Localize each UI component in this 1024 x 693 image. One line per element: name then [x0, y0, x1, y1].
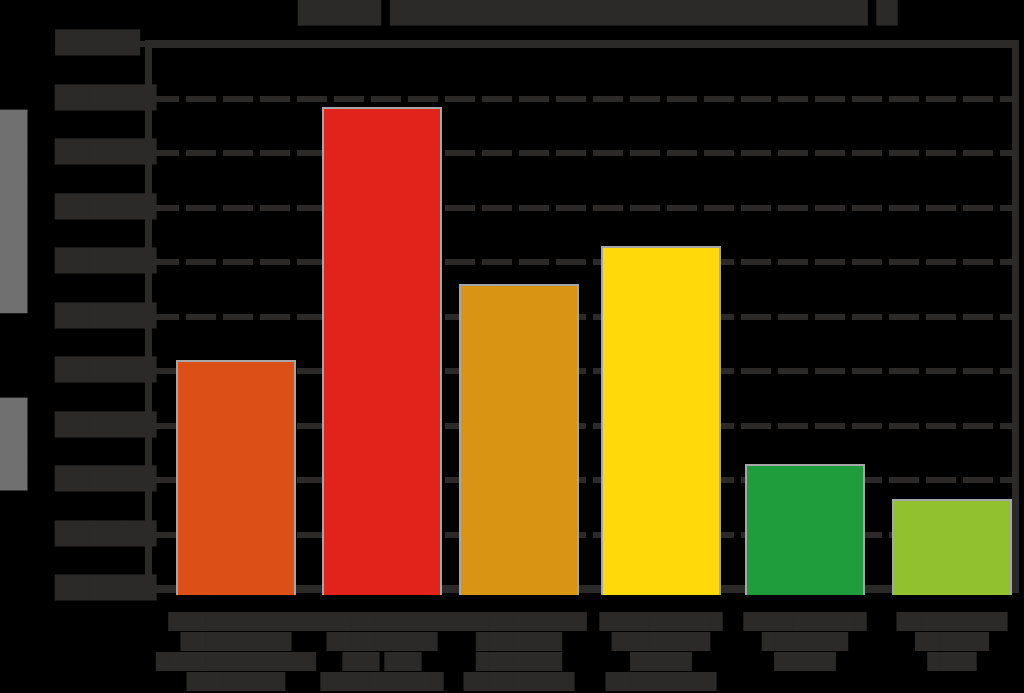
y-tick: [130, 259, 146, 265]
x-tick-label: █████████ ██████ ████: [872, 612, 1024, 672]
bar-category-2: [322, 106, 442, 595]
x-tick-label-line: █████: [774, 652, 836, 671]
x-tick-label-line: ███████████: [451, 612, 587, 631]
x-tick-label-line: ███████: [761, 632, 849, 651]
y-tick-label: ██████: [55, 194, 157, 220]
y-axis-label: █████: [0, 398, 27, 491]
x-tick-label-line: ██████: [915, 632, 989, 651]
gridline: [149, 95, 1019, 102]
x-tick-label-line: █████████████: [302, 612, 462, 631]
gridline: [149, 477, 1019, 483]
gridline: [149, 531, 1019, 538]
y-tick: [130, 422, 146, 429]
bar-category-3: [459, 283, 579, 595]
chart-title: ████ ███████████████████████ █: [298, 0, 897, 24]
x-tick-label: ███████████ █████████ █████████████ ███████…: [156, 612, 316, 692]
x-tick-label-line: █████████: [463, 672, 575, 691]
x-axis-line: [149, 585, 1019, 593]
y-tick: [130, 204, 146, 211]
y-tick: [130, 95, 146, 102]
y-tick: [130, 368, 146, 374]
y-tick-label: ██████: [55, 412, 157, 438]
chart-title-word: █: [876, 0, 898, 26]
x-tick-label-line: ███████: [475, 632, 563, 651]
gridline: [149, 422, 1019, 429]
y-tick-label: ██████: [55, 85, 157, 111]
right-spine: [1012, 40, 1019, 593]
y-tick-label: █████: [55, 31, 140, 56]
y-tick-label: ██████: [55, 358, 157, 383]
x-tick-label-line: ██████████: [743, 612, 867, 631]
bar-category-4: [601, 245, 721, 595]
x-tick-label-line: ███████████: [168, 612, 304, 631]
chart-title-word: ████: [298, 0, 382, 26]
gridline: [149, 313, 1019, 320]
x-tick-label-line: ████████: [186, 672, 286, 691]
x-tick-label-line: █████████: [326, 632, 438, 651]
y-tick: [130, 477, 146, 483]
y-tick-label: ██████: [55, 576, 157, 601]
y-tick: [130, 531, 146, 538]
plot-area: [149, 40, 1019, 593]
y-tick-label: ██████: [55, 303, 157, 329]
x-tick-label: █████████████ █████████ ███ ███ ██████████: [302, 612, 462, 692]
x-tick-label: ██████████ ████████ █████ █████████: [581, 612, 741, 692]
bar-category-1: [176, 360, 296, 595]
y-tick: [130, 150, 146, 156]
gridline: [149, 150, 1019, 156]
x-tick-label-line: █████████: [896, 612, 1008, 631]
gridline: [149, 204, 1019, 211]
y-tick: [130, 586, 146, 592]
x-tick-label-line: ██████████: [599, 612, 723, 631]
y-tick-label: ██████: [55, 467, 157, 492]
x-tick-label-line: ███ ███: [342, 652, 422, 671]
gridline: [149, 40, 1019, 48]
x-tick-label-line: █████████████: [156, 652, 316, 671]
x-tick-label-line: ████: [927, 652, 977, 671]
chart-title-word: ███████████████████████: [390, 0, 868, 26]
y-tick: [130, 313, 146, 320]
bar-category-6: [892, 499, 1012, 595]
x-tick-label-line: ███████: [475, 652, 563, 671]
gridline: [149, 259, 1019, 265]
y-axis-spine: [145, 40, 152, 593]
x-tick-label: ███████████ ███████ ███████ █████████: [439, 612, 599, 692]
x-tick-label-line: ██████████: [320, 672, 444, 691]
x-tick-label-line: █████████: [605, 672, 717, 691]
y-axis-label: ███████████: [0, 110, 27, 314]
x-tick-label-line: █████████: [180, 632, 292, 651]
x-tick-label: ██████████ ███████ █████: [725, 612, 885, 672]
y-tick-label: ██████: [55, 521, 157, 547]
bar-category-5: [745, 463, 865, 595]
x-tick-label-line: █████: [630, 652, 692, 671]
y-tick: [130, 41, 146, 47]
y-tick-label: ██████: [55, 140, 157, 165]
x-tick-label-line: ████████: [611, 632, 711, 651]
gridline: [149, 368, 1019, 374]
y-tick-label: ██████: [55, 249, 157, 274]
